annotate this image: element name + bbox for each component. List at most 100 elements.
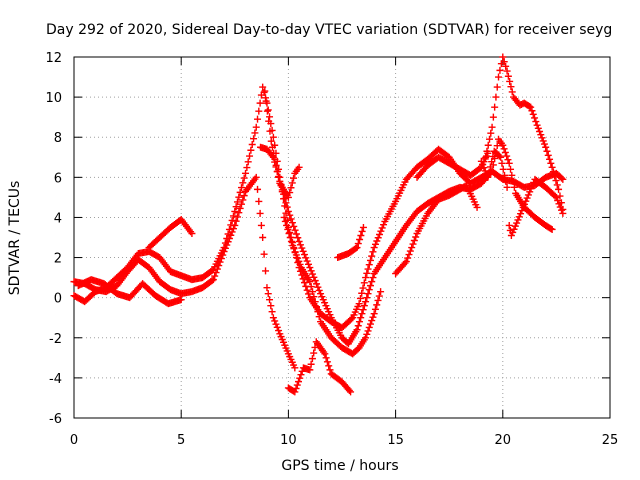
data-point <box>486 135 494 143</box>
data-point <box>266 296 274 304</box>
data-point <box>311 298 319 306</box>
plot-frame <box>73 56 611 419</box>
data-point <box>473 203 481 211</box>
data-point <box>289 242 297 250</box>
data-point <box>260 250 268 258</box>
data-point <box>295 238 303 246</box>
data-point <box>489 152 497 160</box>
data-point <box>294 234 302 242</box>
data-point <box>507 83 515 91</box>
x-tick-label: 20 <box>495 433 512 448</box>
data-point <box>555 200 563 208</box>
chart-title: Day 292 of 2020, Sidereal Day-to-day VTE… <box>46 22 612 38</box>
y-tick-label: 6 <box>54 171 62 186</box>
data-point <box>507 231 515 239</box>
data-point <box>547 225 555 233</box>
x-tick-label: 25 <box>602 433 619 448</box>
data-point <box>484 141 492 149</box>
data-point <box>313 303 321 311</box>
x-axis-label: GPS time / hours <box>281 458 398 474</box>
data-point <box>373 237 381 245</box>
data-point <box>365 286 373 294</box>
data-point <box>548 225 556 233</box>
y-tick-label: 2 <box>54 252 62 267</box>
data-point <box>306 278 314 286</box>
data-point <box>524 191 532 199</box>
data-point <box>556 203 564 211</box>
data-point <box>256 209 264 217</box>
data-point <box>303 257 311 265</box>
data-point <box>376 230 384 238</box>
data-point <box>275 327 283 335</box>
data-point <box>551 192 559 200</box>
y-tick-label: 8 <box>54 131 62 146</box>
data-point <box>356 294 364 302</box>
data-point <box>177 296 185 304</box>
data-point <box>188 229 196 237</box>
data-point <box>486 163 494 171</box>
data-point <box>261 87 269 95</box>
data-point <box>242 169 250 177</box>
data-point <box>549 168 557 176</box>
data-point <box>558 174 566 182</box>
data-point <box>527 185 535 193</box>
data-point <box>366 256 374 264</box>
data-point <box>537 131 545 139</box>
data-point <box>208 267 216 275</box>
data-point <box>359 223 367 231</box>
data-point <box>268 308 276 316</box>
data-point <box>408 244 416 252</box>
data-point <box>520 200 528 208</box>
data-point <box>322 354 330 362</box>
data-point <box>368 252 376 260</box>
data-point <box>362 298 370 306</box>
data-point <box>228 216 236 224</box>
data-point <box>244 158 252 166</box>
data-point <box>303 286 311 294</box>
data-point <box>311 277 319 285</box>
data-point <box>292 230 300 238</box>
series-track-13 <box>505 175 567 239</box>
data-point <box>287 184 295 192</box>
data-point <box>500 58 508 66</box>
series-track-4 <box>145 215 196 252</box>
axis-ticks: 0 5 10 15 20 25 -6 -4 -2 0 2 4 6 8 10 12 <box>45 51 618 448</box>
data-point <box>252 123 260 131</box>
data-point <box>259 83 267 91</box>
data-point <box>362 334 370 342</box>
data-point <box>315 313 323 321</box>
series-track-5 <box>257 135 556 348</box>
data-point <box>529 110 537 118</box>
data-point <box>402 258 410 266</box>
data-point <box>233 213 241 221</box>
data-point <box>232 203 240 211</box>
y-tick-label: 0 <box>54 292 62 307</box>
data-point <box>502 177 510 185</box>
data-point <box>409 240 417 248</box>
data-point <box>510 183 518 191</box>
data-point <box>216 258 224 266</box>
data-point <box>280 213 288 221</box>
data-point <box>225 235 233 243</box>
data-point <box>326 366 334 374</box>
data-point <box>293 381 301 389</box>
x-tick-label: 0 <box>70 433 78 448</box>
data-point <box>347 388 355 396</box>
data-point <box>488 158 496 166</box>
data-point <box>368 317 376 325</box>
data-point <box>284 193 292 201</box>
data-point <box>501 148 509 156</box>
series-track-7 <box>280 213 385 358</box>
data-point <box>508 171 516 179</box>
data-point <box>284 207 292 215</box>
x-tick-label: 10 <box>280 433 297 448</box>
data-point <box>266 127 274 135</box>
data-point <box>359 284 367 292</box>
data-point <box>215 262 223 270</box>
data-point <box>509 228 517 236</box>
data-point <box>514 216 522 224</box>
data-point <box>296 260 304 268</box>
data-point <box>552 193 560 201</box>
data-point <box>353 244 361 252</box>
